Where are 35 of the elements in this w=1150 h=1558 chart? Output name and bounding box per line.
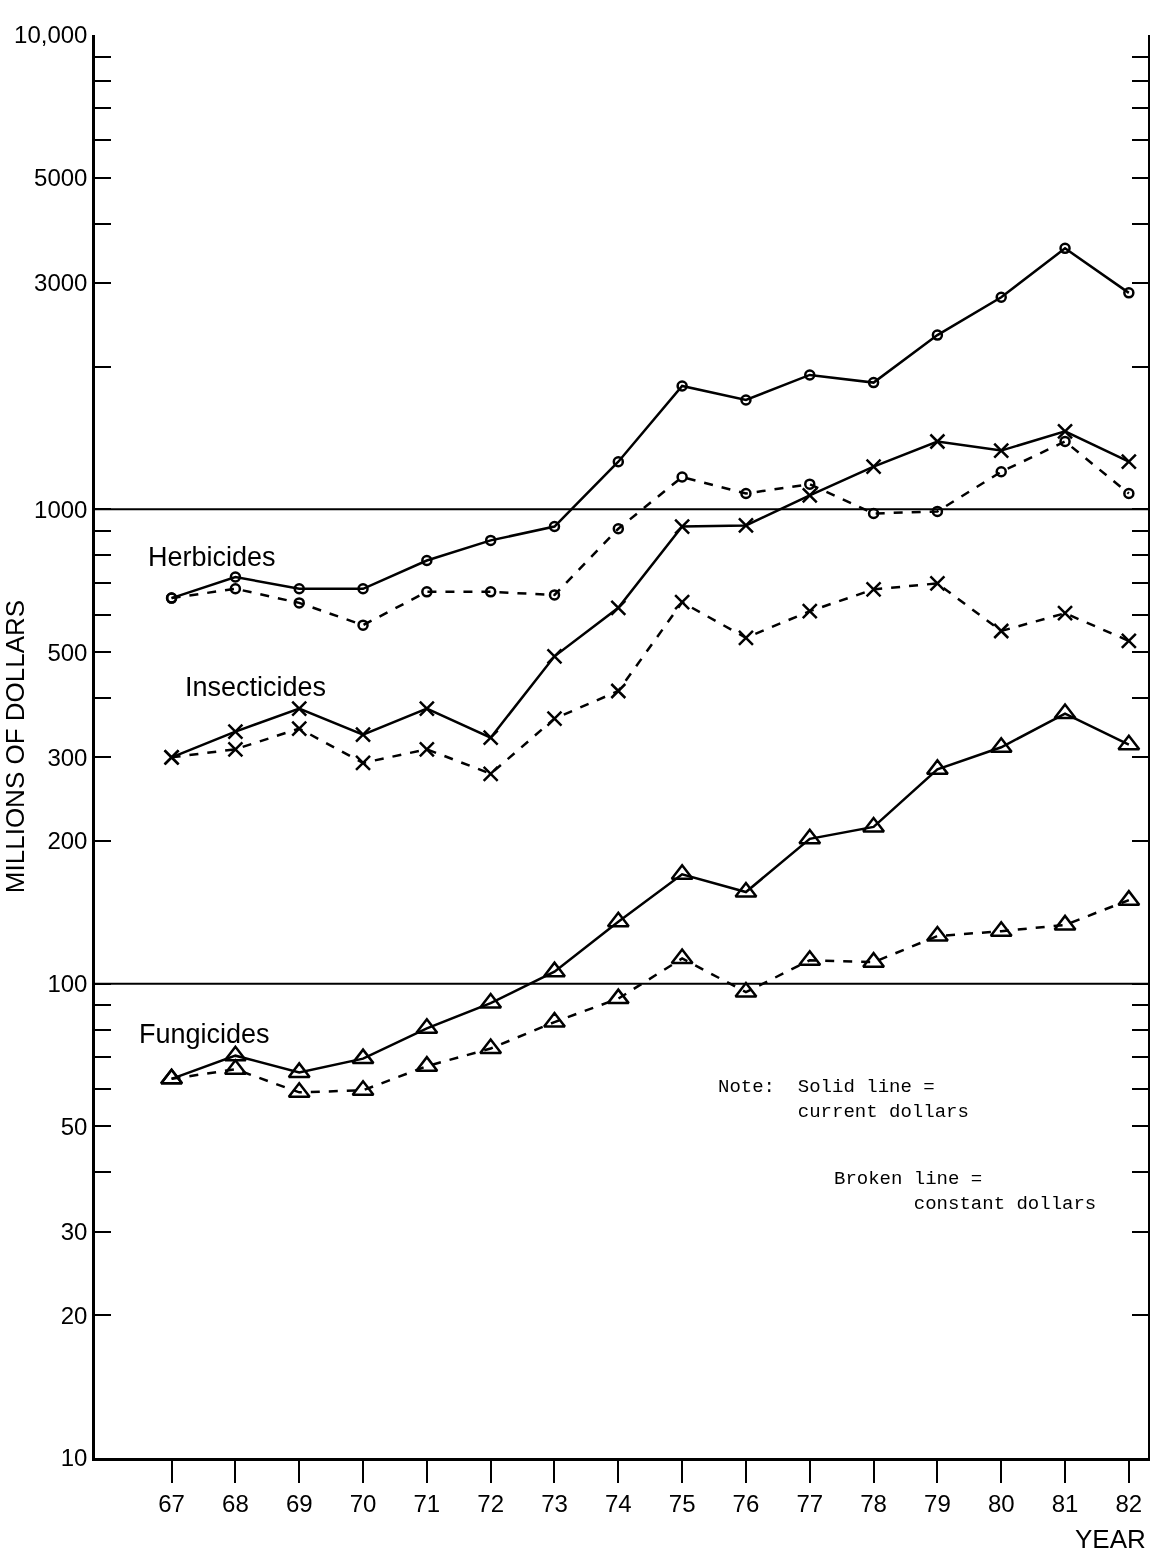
- x-tick-label: 72: [477, 1489, 505, 1517]
- x-tick-label: 69: [285, 1489, 313, 1517]
- x-tick-label: 77: [796, 1489, 824, 1517]
- x-tick-label: 70: [349, 1489, 377, 1517]
- x-tick-label: 78: [860, 1489, 887, 1517]
- annotation: Fungicides: [139, 1019, 270, 1049]
- annotation: Insecticides: [185, 672, 327, 702]
- x-tick-label: 67: [158, 1489, 185, 1517]
- y-tick-label: 10,000: [14, 21, 88, 49]
- x-tick-label: 81: [1051, 1489, 1079, 1517]
- annotation: Herbicides: [148, 542, 276, 572]
- y-tick-label: 100: [47, 970, 88, 998]
- x-tick-label: 68: [222, 1489, 249, 1517]
- x-tick-label: 79: [924, 1489, 951, 1517]
- annotation: Note: Solid line = current dollars: [718, 1076, 969, 1123]
- x-axis-title: YEAR: [1075, 1524, 1146, 1554]
- x-tick-label: 71: [413, 1489, 441, 1517]
- annotation: Broken line = constant dollars: [834, 1168, 1097, 1215]
- y-axis-title: MILLIONS OF DOLLARS: [0, 599, 30, 894]
- y-tick-label: 5000: [34, 164, 88, 192]
- x-tick-label: 73: [541, 1489, 568, 1517]
- x-tick-label: 76: [732, 1489, 760, 1517]
- y-tick-label: 200: [47, 827, 88, 855]
- y-tick-label: 50: [60, 1112, 88, 1140]
- y-tick-label: 20: [60, 1301, 88, 1329]
- x-tick-label: 80: [987, 1489, 1015, 1517]
- x-tick-label: 82: [1115, 1489, 1143, 1517]
- y-tick-label: 10: [60, 1444, 88, 1472]
- y-tick-label: 3000: [34, 269, 88, 297]
- y-tick-label: 500: [47, 638, 88, 666]
- y-tick-label: 30: [60, 1218, 88, 1246]
- y-tick-label: 1000: [34, 495, 88, 523]
- x-tick-label: 75: [668, 1489, 696, 1517]
- x-tick-label: 74: [604, 1489, 632, 1517]
- y-tick-label: 300: [47, 743, 88, 771]
